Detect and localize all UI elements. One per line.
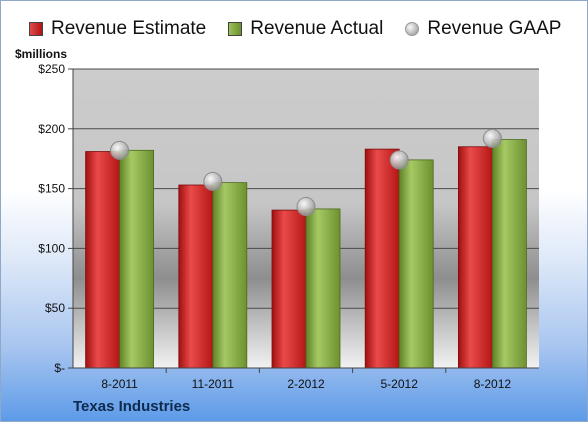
axes: $- $50 $100 $150 $200 $250 8-2011 11-2011 2-2012…: [38, 62, 539, 391]
y-tick-label: $150: [38, 182, 65, 196]
bar-revenue-actual: [119, 149, 154, 369]
x-tick-label: 11-2011: [192, 377, 235, 391]
marker-revenue-gaap: [110, 140, 130, 160]
legend-item-revenue-estimate: Revenue Estimate: [29, 18, 206, 40]
bar-revenue-estimate: [271, 209, 307, 369]
legend-item-revenue-actual: Revenue Actual: [228, 18, 383, 40]
y-tick-label: $250: [38, 62, 65, 76]
markers: [110, 128, 502, 217]
company-label: Texas Industries: [73, 398, 191, 415]
y-tick-label: $100: [38, 241, 65, 255]
bar-revenue-estimate: [364, 148, 400, 369]
bar-revenue-actual: [305, 208, 341, 369]
legend-label-revenue-estimate: Revenue Estimate: [51, 18, 207, 39]
legend-label-revenue-gaap: Revenue GAAP: [427, 18, 562, 39]
x-tick-label: 5-2012: [381, 377, 419, 391]
bars: [85, 139, 527, 369]
y-tick-label: $200: [38, 122, 65, 136]
x-tick-label: 8-2011: [101, 377, 138, 391]
legend-swatch-revenue-gaap: [405, 22, 420, 36]
legend-item-revenue-gaap: Revenue GAAP: [405, 18, 561, 40]
marker-revenue-gaap: [389, 150, 409, 170]
x-tick-label: 2-2012: [287, 377, 325, 391]
legend-swatch-revenue-actual: [228, 22, 243, 36]
y-tick-label: $-: [54, 361, 65, 375]
y-axis-unit-label: $millions: [15, 47, 68, 61]
x-tick-label: 8-2012: [474, 377, 512, 391]
marker-revenue-gaap: [296, 197, 316, 217]
bar-revenue-actual: [491, 139, 527, 369]
bar-revenue-estimate: [85, 151, 120, 369]
marker-revenue-gaap: [482, 128, 502, 148]
legend: Revenue Estimate Revenue Actual Revenue …: [29, 17, 583, 41]
legend-label-revenue-actual: Revenue Actual: [250, 18, 384, 39]
bar-revenue-actual: [212, 182, 248, 369]
bar-revenue-estimate: [178, 184, 214, 369]
bar-revenue-estimate: [457, 146, 493, 369]
y-tick-label: $50: [45, 301, 65, 315]
legend-swatch-revenue-estimate: [29, 22, 43, 36]
bar-revenue-actual: [398, 159, 434, 369]
marker-revenue-gaap: [203, 171, 223, 191]
